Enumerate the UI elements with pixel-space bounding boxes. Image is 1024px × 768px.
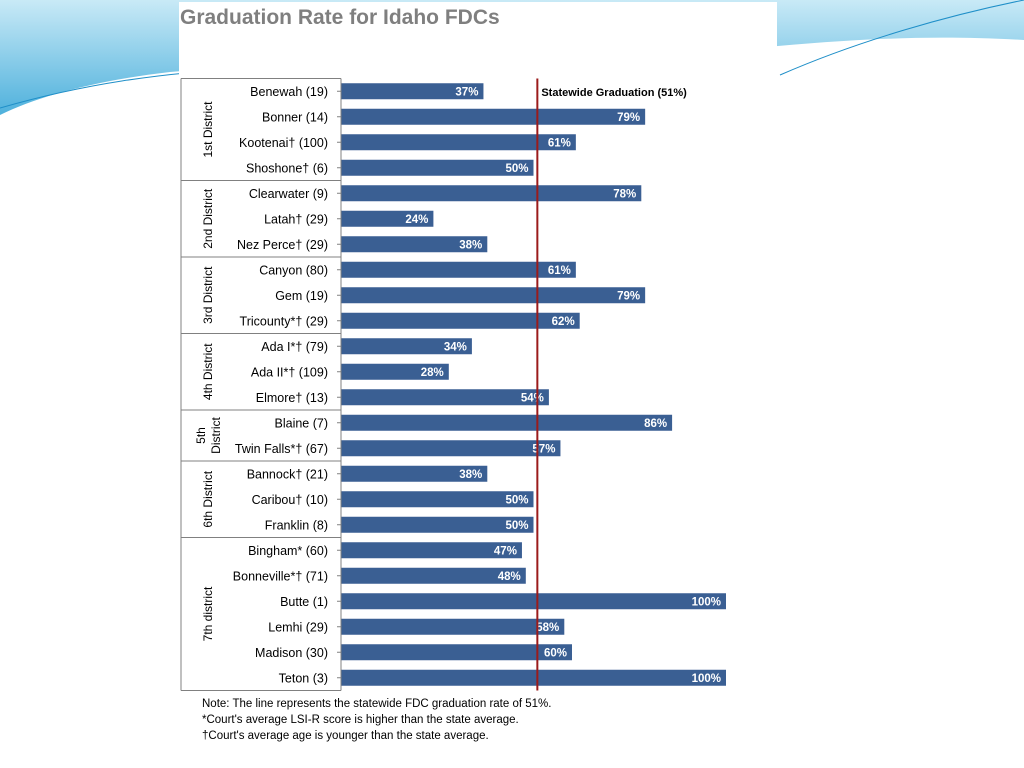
group-label-line: 5th — [194, 427, 208, 444]
data-label: 61% — [548, 137, 571, 149]
data-label: 48% — [498, 571, 521, 583]
data-label: 37% — [455, 86, 478, 98]
bar — [341, 516, 534, 533]
category-label: Canyon (80) — [259, 263, 328, 277]
data-label: 57% — [532, 443, 555, 455]
reference-line-label: Statewide Graduation (51%) — [541, 87, 687, 99]
group-label: 5thDistrict — [194, 417, 223, 454]
data-label: 60% — [544, 647, 567, 659]
group-label: 4th District — [201, 343, 215, 400]
bar — [341, 414, 673, 431]
category-label: Nez Perce† (29) — [237, 238, 328, 252]
category-label: Bingham* (60) — [248, 544, 328, 558]
note-line: Note: The line represents the statewide … — [202, 698, 552, 710]
category-label: Clearwater (9) — [249, 187, 328, 201]
bar — [341, 440, 561, 457]
group-label: 2nd District — [201, 188, 215, 249]
category-label: Bonneville*† (71) — [233, 569, 328, 583]
bar — [341, 669, 726, 686]
category-label: Butte (1) — [280, 595, 328, 609]
bar — [341, 287, 646, 304]
data-label: 50% — [505, 163, 528, 175]
bar — [341, 644, 572, 661]
data-label: 24% — [405, 214, 428, 226]
data-label: 47% — [494, 545, 517, 557]
data-label: 50% — [505, 520, 528, 532]
bar — [341, 261, 576, 278]
bar — [341, 567, 526, 584]
category-label: Franklin (8) — [265, 518, 328, 532]
data-label: 78% — [613, 188, 636, 200]
group-label: 6th District — [201, 470, 215, 527]
data-label: 38% — [459, 239, 482, 251]
bar — [341, 83, 484, 100]
category-label: Madison (30) — [255, 646, 328, 660]
chart-notes: Note: The line represents the statewide … — [202, 696, 551, 744]
bar — [341, 108, 646, 125]
category-label: Tricounty*† (29) — [240, 314, 328, 328]
group-label: 1st District — [201, 101, 215, 158]
data-label: 62% — [552, 316, 575, 328]
data-label: 100% — [692, 673, 721, 685]
bar — [341, 363, 449, 380]
data-label: 79% — [617, 112, 640, 124]
data-label: 34% — [444, 341, 467, 353]
category-label: Benewah (19) — [250, 85, 328, 99]
bar — [341, 236, 488, 253]
category-label: Ada I*† (79) — [261, 340, 328, 354]
category-label: Latah† (29) — [264, 212, 328, 226]
bar — [341, 465, 488, 482]
category-label: Blaine (7) — [275, 416, 329, 430]
category-label: Kootenai† (100) — [239, 136, 328, 150]
data-label: 86% — [644, 418, 667, 430]
data-label: 54% — [521, 392, 544, 404]
data-label: 61% — [548, 265, 571, 277]
category-label: Elmore† (13) — [256, 391, 328, 405]
note-line: *Court's average LSI-R score is higher t… — [202, 714, 519, 726]
category-label: Teton (3) — [279, 671, 328, 685]
group-label-line: District — [209, 417, 223, 454]
data-label: 58% — [536, 622, 559, 634]
category-label: Lemhi (29) — [268, 620, 328, 634]
bar — [341, 210, 434, 227]
category-label: Bannock† (21) — [247, 467, 328, 481]
data-label: 38% — [459, 469, 482, 481]
bar — [341, 159, 534, 176]
bar — [341, 338, 472, 355]
category-label: Caribou† (10) — [252, 493, 328, 507]
bar — [341, 134, 576, 151]
data-label: 50% — [505, 494, 528, 506]
bar — [341, 389, 549, 406]
data-label: 100% — [692, 596, 721, 608]
category-label: Ada II*† (109) — [251, 365, 328, 379]
data-label: 28% — [421, 367, 444, 379]
data-label: 79% — [617, 290, 640, 302]
bar — [341, 593, 726, 610]
bar — [341, 185, 642, 202]
group-label: 3rd District — [201, 266, 215, 324]
note-line: †Court's average age is younger than the… — [202, 730, 489, 742]
header-swoosh-line-right — [779, 0, 1024, 76]
category-label: Gem (19) — [275, 289, 328, 303]
bar — [341, 542, 522, 559]
category-label: Twin Falls*† (67) — [235, 442, 328, 456]
bar — [341, 312, 580, 329]
category-label: Bonner (14) — [262, 110, 328, 124]
group-label: 7th district — [201, 586, 215, 641]
category-label: Shoshone† (6) — [246, 161, 328, 175]
chart-title: Graduation Rate for Idaho FDCs — [180, 6, 500, 29]
bar — [341, 618, 565, 635]
bar — [341, 491, 534, 508]
